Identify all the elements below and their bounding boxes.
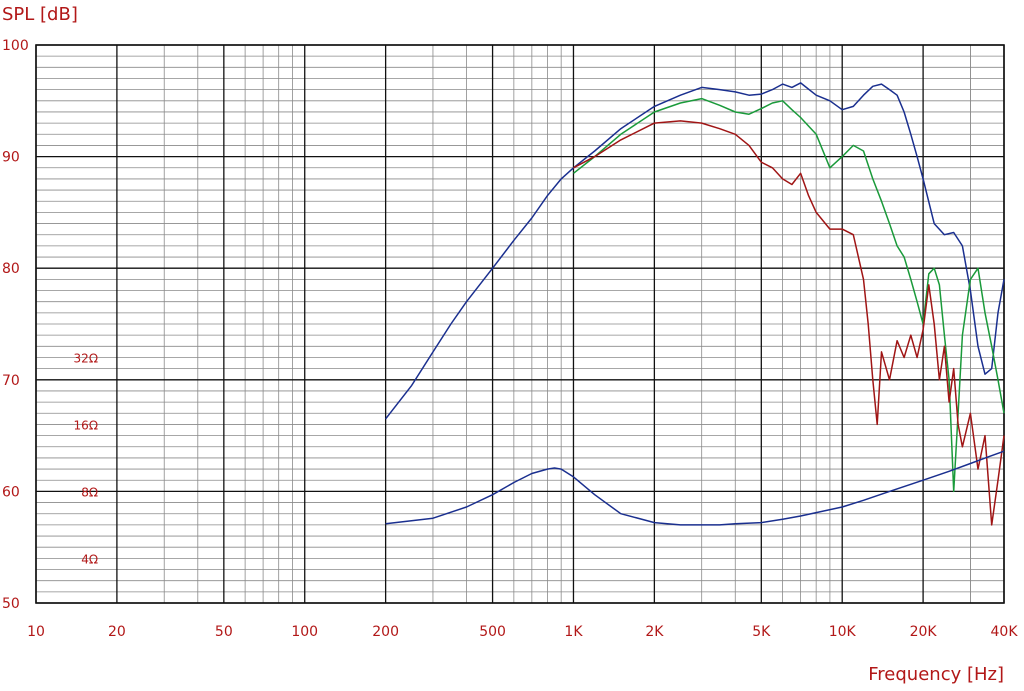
impedance-tick-label: 32Ω	[74, 351, 98, 365]
series-layer	[385, 82, 1005, 526]
series-line-3	[573, 120, 1005, 526]
x-tick-label: 2K	[645, 624, 664, 640]
y-tick-label: 50	[2, 596, 20, 612]
y-axis-label: SPL [dB]	[2, 4, 78, 25]
x-tick-label: 500	[479, 624, 506, 640]
y-tick-label: 70	[2, 373, 20, 389]
series-line-1	[385, 82, 1005, 420]
y-tick-label: 100	[2, 38, 29, 54]
series-line-4	[385, 450, 1005, 526]
x-tick-label: 50	[215, 624, 233, 640]
x-tick-label: 5K	[752, 624, 771, 640]
x-tick-label: 200	[372, 624, 399, 640]
x-tick-label: 10	[27, 624, 45, 640]
tick-labels: 10 20 50 100 200 500 1K 2K 5K 10K 20K 40K 50 60 70 80 90…	[2, 38, 1018, 640]
y-tick-label: 90	[2, 150, 20, 166]
x-axis-label: Frequency [Hz]	[868, 664, 1004, 685]
x-tick-label: 100	[291, 624, 318, 640]
y-tick-label: 60	[2, 484, 20, 500]
x-tick-label: 20	[108, 624, 126, 640]
x-tick-label: 1K	[564, 624, 583, 640]
x-tick-label: 40K	[991, 624, 1019, 640]
y-tick-label: 80	[2, 261, 20, 277]
plot-frame	[35, 44, 1005, 604]
impedance-tick-label: 8Ω	[81, 485, 98, 499]
impedance-tick-label: 4Ω	[81, 552, 98, 566]
series-line-2	[573, 97, 1005, 493]
x-tick-label: 20K	[910, 624, 938, 640]
impedance-tick-label: 16Ω	[74, 418, 98, 432]
x-tick-label: 10K	[829, 624, 857, 640]
grid	[35, 44, 1005, 604]
